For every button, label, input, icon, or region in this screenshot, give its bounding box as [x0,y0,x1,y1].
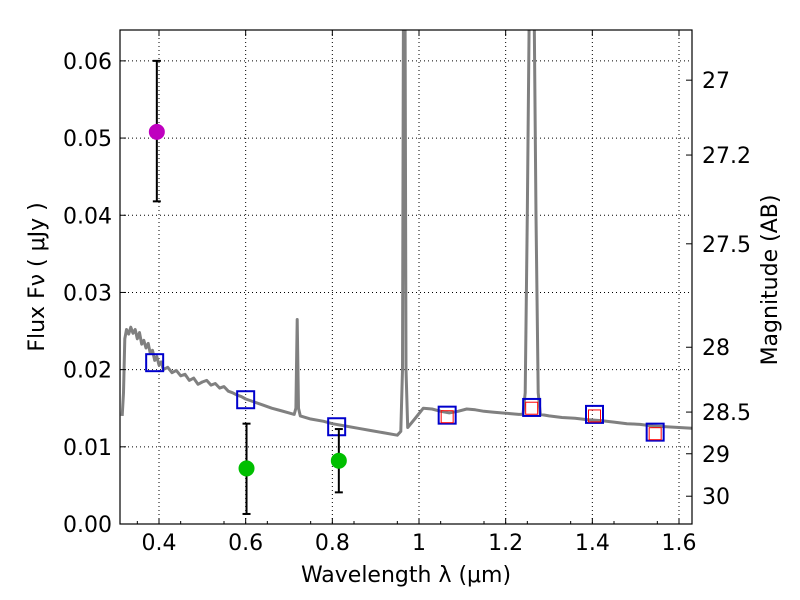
y-axis-label: Flux Fν ( μJy ) [25,202,50,351]
x-tick-label: 0.4 [142,531,177,556]
right-tick-label: 30 [702,485,730,510]
spectrum-layer [120,30,692,437]
grid [120,30,692,524]
right-axis-label: Magnitude (AB) [758,195,783,366]
x-tick-label: 1.4 [575,531,610,556]
right-tick-label: 27 [702,69,730,94]
x-tick-label: 0.8 [315,531,350,556]
model-band-square [327,417,347,437]
right-tick-label: 29 [702,443,730,468]
plot-area [120,30,692,515]
measurement-point [148,123,165,140]
tick-labels: 0.4 0.6 0.8 1 1.2 1.4 1.6 0.00 0.01 0.02 0.03 0.04 0… [63,50,751,556]
right-tick-label: 27.2 [702,144,751,169]
plot-frame [119,29,693,525]
x-tick-label: 0.6 [228,531,263,556]
marker-layer [145,59,665,515]
x-tick-label: 1.6 [662,531,697,556]
model-band-square [522,397,542,417]
model-band-square [145,353,165,373]
y-tick-label: 0.01 [63,436,112,461]
right-tick-label: 28 [702,336,730,361]
detected-band-square [648,427,662,441]
model-band-square [645,422,665,442]
model-band-square [236,390,256,410]
detected-band-square [588,409,601,423]
detected-band-square [525,401,539,415]
y-tick-label: 0.00 [63,513,112,538]
measurement-point [238,460,255,477]
y-tick-label: 0.05 [63,127,112,152]
x-tick-label: 1 [412,531,426,556]
detected-band-square [440,410,454,424]
y-tick-label: 0.02 [63,359,112,384]
x-tick-label: 1.2 [488,531,523,556]
model-band-square [585,404,604,424]
axes [119,29,693,525]
measurement-point [330,452,347,469]
x-axis-label: Wavelength λ (μm) [301,563,511,588]
right-tick-label: 28.5 [702,401,751,426]
model-band-square [437,405,457,425]
right-tick-label: 27.5 [702,233,751,258]
y-tick-label: 0.06 [63,50,112,75]
y-tick-label: 0.04 [63,204,112,229]
y-tick-label: 0.03 [63,281,112,306]
template-spectrum-line [120,30,692,437]
